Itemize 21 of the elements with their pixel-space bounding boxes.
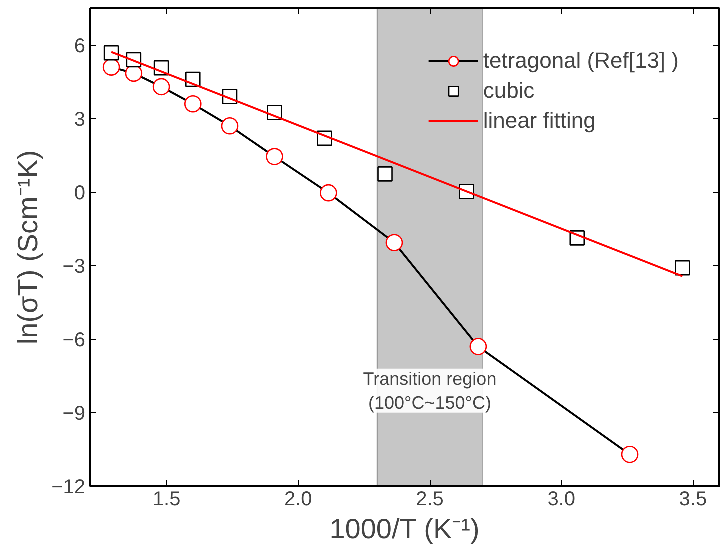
x-tick-label: 3.0: [548, 488, 576, 510]
x-tick-label: 2.5: [416, 488, 444, 510]
y-tick-label: 6: [74, 35, 86, 58]
y-tick-label: −9: [62, 402, 86, 425]
point: [378, 166, 393, 182]
y-tick-label: 0: [74, 182, 86, 204]
y-axis-title: ln(σT) (Scm⁻¹K): [12, 150, 44, 345]
y-tick-label: −12: [52, 476, 86, 498]
legend-label: tetragonal (Ref[13] ): [483, 48, 679, 74]
y-tick-label: −6: [62, 329, 86, 352]
y-tick-label: 3: [74, 108, 86, 131]
point: [386, 234, 404, 252]
band-label: Transition region (100°C~150°C): [363, 368, 497, 413]
point: [470, 338, 488, 356]
x-axis-title: 1000/T (K⁻¹): [330, 514, 480, 544]
x-tick-label: 2.0: [284, 488, 312, 510]
x-tick-label: 1.5: [152, 488, 181, 510]
legend-label: linear fitting: [483, 108, 596, 134]
y-tick-label: −3: [62, 256, 86, 278]
x-tick-label: 3.5: [679, 488, 708, 510]
legend-label: cubic: [483, 78, 535, 104]
